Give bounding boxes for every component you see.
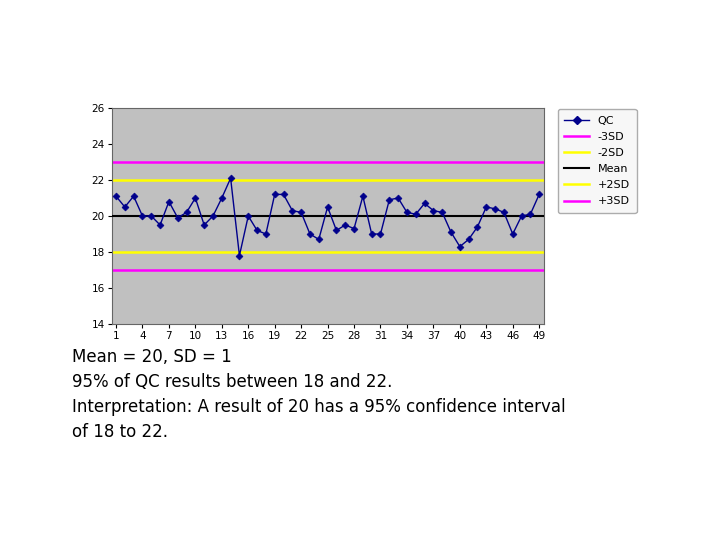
Legend: QC, -3SD, -2SD, Mean, +2SD, +3SD: QC, -3SD, -2SD, Mean, +2SD, +3SD [558,109,636,213]
Text: Stable Assay: Stable Assay [220,30,500,68]
Text: Mean = 20, SD = 1
95% of QC results between 18 and 22.
Interpretation: A result : Mean = 20, SD = 1 95% of QC results betw… [72,348,566,441]
